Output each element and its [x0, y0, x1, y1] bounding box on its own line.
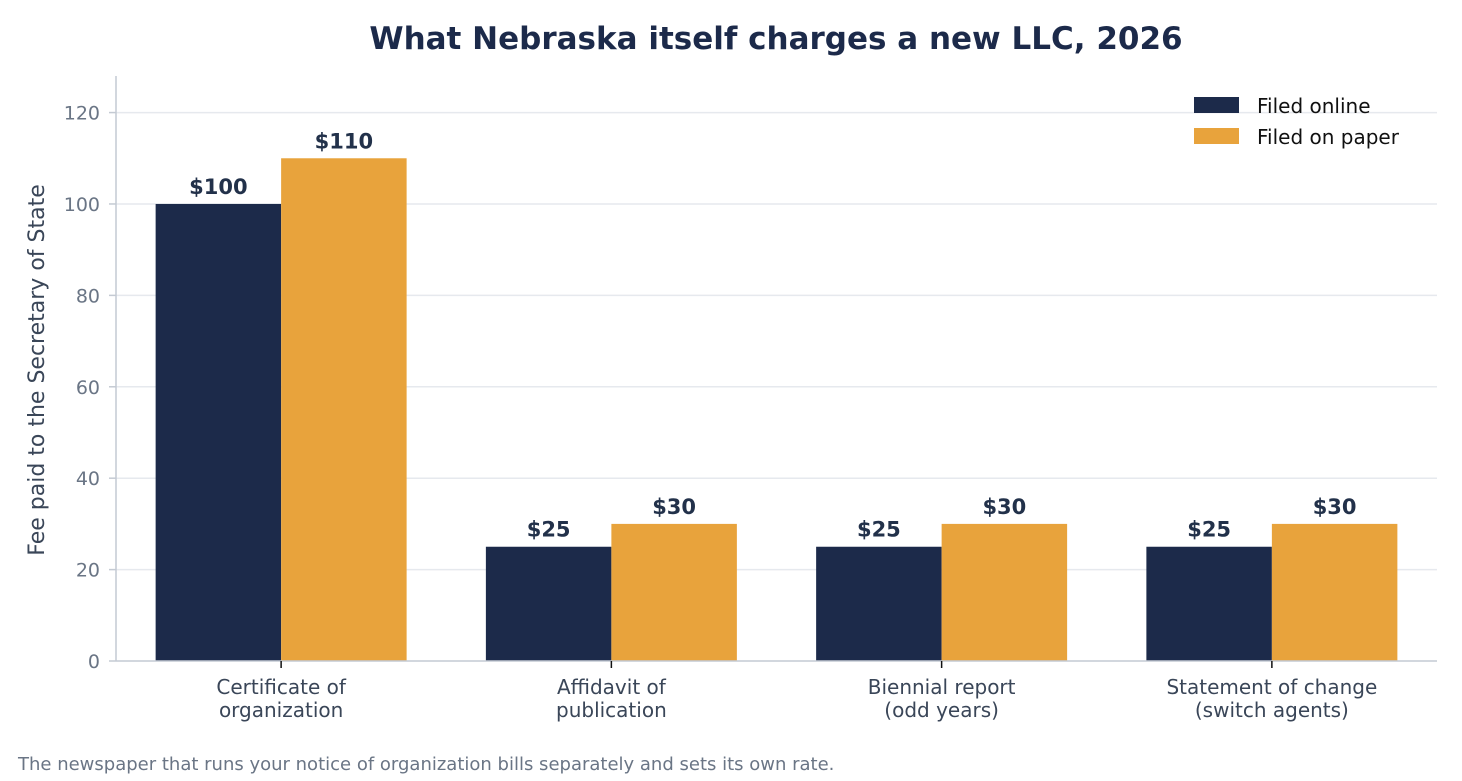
bar-value-label: $30	[652, 495, 696, 519]
legend-swatch	[1194, 97, 1239, 113]
x-tick-label: (switch agents)	[1195, 698, 1349, 722]
legend: Filed online Filed on paper	[1194, 94, 1400, 149]
chart-title: What Nebraska itself charges a new LLC, …	[369, 21, 1182, 57]
y-tick-label: 0	[88, 651, 100, 673]
bar	[816, 546, 942, 661]
bar	[1271, 523, 1398, 661]
y-tick-label: 60	[76, 377, 100, 399]
x-tick-label: organization	[219, 698, 343, 722]
bar-value-label: $25	[1187, 518, 1231, 542]
axes	[115, 76, 1437, 662]
bar-value-label: $25	[527, 518, 571, 542]
bar-value-label: $30	[1313, 495, 1357, 519]
x-tick-label: (odd years)	[884, 698, 999, 722]
x-tick-label: Statement of change	[1166, 675, 1377, 699]
x-tick-label: Certificate of	[216, 675, 346, 699]
bar-value-label: $25	[857, 518, 901, 542]
y-axis-label: Fee paid to the Secretary of State	[25, 184, 50, 556]
bars	[155, 158, 1398, 661]
x-tick-label: publication	[556, 698, 667, 722]
legend-label: Filed online	[1257, 94, 1371, 118]
x-tick-label: Biennial report	[868, 675, 1016, 699]
y-tick-label: 80	[76, 285, 100, 307]
bar-value-label: $110	[315, 129, 373, 153]
bar	[281, 158, 407, 661]
bar	[941, 523, 1068, 661]
y-tick-label: 100	[64, 194, 100, 216]
bar	[485, 546, 612, 661]
bar	[155, 203, 282, 661]
bar	[611, 523, 737, 661]
footnote: The newspaper that runs your notice of o…	[17, 754, 834, 775]
y-tick-label: 40	[76, 468, 100, 490]
legend-swatch	[1194, 128, 1239, 144]
bar	[1146, 546, 1272, 661]
y-tick-label: 20	[76, 560, 100, 582]
y-tick-label: 120	[64, 103, 100, 125]
bar-value-label: $100	[189, 175, 247, 199]
y-ticks: 0 20 40 60 80 100 120	[64, 103, 116, 673]
bar-value-label: $30	[982, 495, 1026, 519]
legend-label: Filed on paper	[1257, 125, 1400, 149]
value-labels: $100 $110 $25 $30 $25 $30 $25 $30	[189, 129, 1356, 541]
x-tick-label: Affidavit of	[557, 675, 667, 699]
